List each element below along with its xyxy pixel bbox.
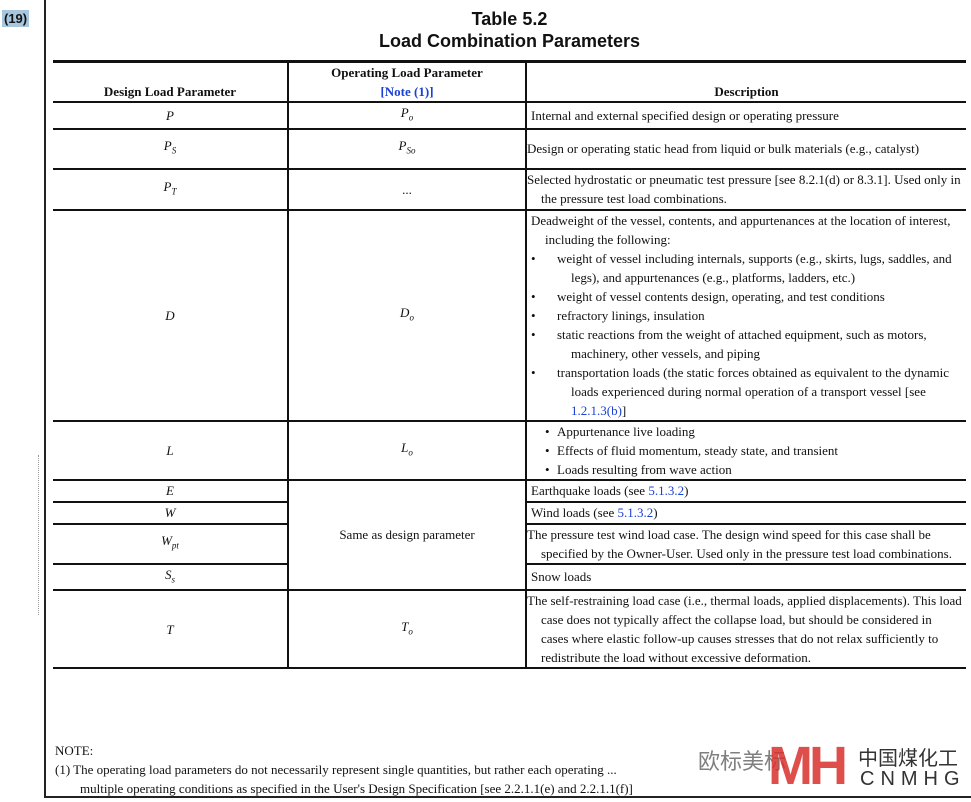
table-row: T To The self-restraining load case (i.e… bbox=[53, 589, 966, 670]
list-item: Appurtenance live loading bbox=[545, 422, 962, 441]
watermark-text: 欧标美标 bbox=[698, 750, 787, 775]
bullet-list: Appurtenance live loading Effects of flu… bbox=[531, 422, 962, 479]
watermark: 欧标美标 MH 中国煤化工 CNMHG bbox=[668, 738, 968, 798]
title-line1: Table 5.2 bbox=[471, 9, 548, 29]
design-param: L bbox=[53, 419, 289, 481]
design-param: W bbox=[53, 500, 289, 525]
description: Snow loads bbox=[525, 562, 966, 592]
header-operating-label: Operating Load Parameter bbox=[331, 65, 483, 80]
section-link[interactable]: 1.2.1.3(b) bbox=[571, 402, 622, 418]
list-item: static reactions from the weight of atta… bbox=[557, 325, 962, 363]
list-item: Loads resulting from wave action bbox=[545, 460, 962, 479]
description: Selected hydrostatic or pneumatic test p… bbox=[525, 167, 966, 211]
watermark-en: CNMHG bbox=[860, 768, 966, 790]
section-link[interactable]: 5.1.3.2 bbox=[648, 483, 685, 499]
watermark-cn: 中国煤化工 bbox=[858, 746, 958, 770]
note-line1: (1) The operating load parameters do not… bbox=[55, 762, 617, 777]
description: The pressure test wind load case. The de… bbox=[525, 522, 966, 565]
note-line2: multiple operating conditions as specifi… bbox=[80, 781, 633, 796]
description: Appurtenance live loading Effects of flu… bbox=[525, 419, 966, 481]
same-as-design: Same as design parameter bbox=[287, 478, 527, 592]
design-param: Wpt bbox=[53, 522, 289, 565]
design-param: E bbox=[53, 478, 289, 503]
table-row: D Do Deadweight of the vessel, contents,… bbox=[53, 208, 966, 422]
header-description: Description bbox=[525, 60, 966, 103]
table-row: W Wind loads (see 5.1.3.2) bbox=[53, 500, 966, 525]
list-item: weight of vessel contents design, operat… bbox=[557, 287, 962, 306]
table-row: PT ... Selected hydrostatic or pneumatic… bbox=[53, 167, 966, 211]
list-item: refractory linings, insulation bbox=[557, 306, 962, 325]
header-operating: Operating Load Parameter [Note (1)] bbox=[287, 60, 527, 103]
description-intro: Deadweight of the vessel, contents, and … bbox=[531, 212, 951, 247]
description: Internal and external specified design o… bbox=[525, 101, 966, 130]
design-param: D bbox=[53, 208, 289, 422]
table-row: L Lo Appurtenance live loading Effects o… bbox=[53, 419, 966, 481]
table-note: NOTE: (1) The operating load parameters … bbox=[55, 741, 955, 798]
operating-param: PSo bbox=[287, 127, 527, 170]
operating-param: To bbox=[287, 589, 527, 670]
table-row: PS PSo Design or operating static head f… bbox=[53, 127, 966, 170]
list-item: transportation loads (the static forces … bbox=[557, 363, 962, 420]
design-param: PS bbox=[53, 127, 289, 170]
table-row: Wpt The pressure test wind load case. Th… bbox=[53, 522, 966, 565]
header-design: Design Load Parameter bbox=[53, 60, 289, 103]
description: Wind loads (see 5.1.3.2) bbox=[525, 500, 966, 525]
description: The self-restraining load case (i.e., th… bbox=[525, 589, 966, 670]
bullet-list: weight of vessel including internals, su… bbox=[531, 249, 962, 420]
design-param: PT bbox=[53, 167, 289, 211]
design-param: T bbox=[53, 589, 289, 670]
description: Earthquake loads (see 5.1.3.2) bbox=[525, 478, 966, 503]
load-combination-table: Design Load Parameter Operating Load Par… bbox=[53, 60, 966, 670]
title-line2: Load Combination Parameters bbox=[378, 31, 641, 51]
list-item: Effects of fluid momentum, steady state,… bbox=[545, 441, 962, 460]
table-row: Ss Snow loads bbox=[53, 562, 966, 592]
description: Deadweight of the vessel, contents, and … bbox=[525, 208, 966, 422]
left-border bbox=[44, 0, 46, 798]
operating-param: Po bbox=[287, 101, 527, 130]
table-title: Table 5.2 Load Combination Parameters bbox=[53, 8, 966, 52]
description: Design or operating static head from liq… bbox=[525, 127, 966, 170]
section-link[interactable]: 5.1.3.2 bbox=[617, 505, 654, 521]
list-item: weight of vessel including internals, su… bbox=[557, 249, 962, 287]
bottom-border bbox=[44, 796, 971, 798]
design-param: P bbox=[53, 101, 289, 130]
operating-param: Lo bbox=[287, 419, 527, 481]
operating-param: ... bbox=[287, 167, 527, 211]
margin-dots bbox=[38, 455, 40, 615]
operating-param: Do bbox=[287, 208, 527, 422]
table-row: P Po Internal and external specified des… bbox=[53, 101, 966, 130]
watermark-logo: MH bbox=[768, 736, 848, 796]
table-row: E Same as design parameter Earthquake lo… bbox=[53, 478, 966, 592]
revision-badge: (19) bbox=[2, 10, 30, 27]
header-row: Design Load Parameter Operating Load Par… bbox=[53, 60, 966, 103]
design-param: Ss bbox=[53, 562, 289, 592]
note-heading: NOTE: bbox=[55, 743, 94, 758]
note-link[interactable]: [Note (1)] bbox=[380, 84, 434, 99]
